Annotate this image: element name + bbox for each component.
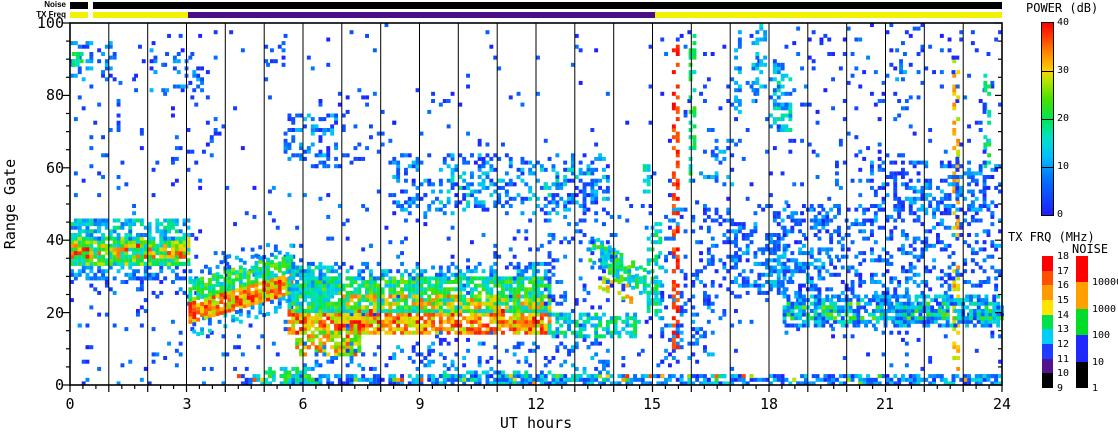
txfrq-scale-value: 16 — [1057, 280, 1070, 292]
x-tick-label-15: 15 — [642, 395, 662, 413]
power-colorbar-title: POWER (dB) — [1026, 1, 1099, 15]
txfrq-scale-value: 10 — [1057, 368, 1070, 380]
y-tick-label-100: 100 — [36, 14, 64, 32]
txfrq-segment — [1042, 300, 1053, 316]
noise-scale-value: 1000 — [1092, 303, 1117, 315]
strip-segment — [70, 2, 89, 9]
txfrq-scale-value: 13 — [1057, 324, 1070, 336]
x-tick-label-9: 9 — [415, 395, 425, 413]
strip-segment — [188, 12, 655, 18]
strip-segment — [70, 12, 89, 18]
y-axis-title: Range Gate — [1, 158, 19, 250]
power-colorbar — [1041, 22, 1054, 216]
power-scale-value: 30 — [1057, 65, 1070, 76]
txfrq-segment — [1042, 329, 1053, 345]
x-tick-label-3: 3 — [182, 395, 192, 413]
noise-segment — [1076, 361, 1088, 389]
txfrq-segment — [1042, 314, 1053, 330]
x-axis-title: UT hours — [499, 414, 573, 432]
txfrq-segment — [1042, 344, 1053, 360]
y-tick-label-20: 20 — [45, 304, 64, 322]
power-scale-value: 10 — [1057, 161, 1070, 172]
noise-strip-bar — [0, 2, 1118, 9]
txfrq-segment — [1042, 256, 1053, 272]
power-scale-value: 40 — [1057, 17, 1070, 28]
power-colorbar-divider — [1042, 119, 1053, 120]
y-tick-label-40: 40 — [45, 231, 64, 249]
txfrq-colorbar — [1042, 256, 1053, 389]
x-tick-label-21: 21 — [875, 395, 895, 413]
txfrq-scale-value: 14 — [1057, 309, 1070, 321]
strip-segment — [92, 12, 188, 18]
y-tick-label-80: 80 — [45, 86, 64, 104]
noise-segment — [1076, 282, 1088, 310]
strip-segment — [654, 12, 1002, 18]
power-scale-value: 0 — [1057, 209, 1064, 220]
noise-scale-value: 10000 — [1092, 277, 1118, 289]
y-tick-label-60: 60 — [45, 159, 64, 177]
txfrq-scale-value: 11 — [1057, 353, 1070, 365]
txfrq-scale-value: 12 — [1057, 339, 1070, 350]
x-tick-label-0: 0 — [65, 395, 75, 413]
power-scale-value: 20 — [1057, 113, 1070, 124]
y-tick-label-0: 0 — [54, 376, 64, 394]
noise-colorbar — [1076, 256, 1088, 389]
txfrq-segment — [1042, 285, 1053, 301]
noise-colorbar-title: NOISE — [1072, 242, 1109, 256]
noise-scale-value: 1 — [1092, 383, 1099, 394]
txfrq-scale-value: 15 — [1057, 295, 1070, 306]
txfreq-strip-label: TX Freq — [36, 10, 66, 19]
txfrq-scale-value: 9 — [1057, 383, 1064, 394]
txfrq-colorbar-title: TX FRQ (MHz) — [1008, 230, 1095, 244]
strip-segment — [92, 2, 1002, 9]
noise-strip-label: Noise — [44, 0, 66, 9]
txfrq-scale-value: 17 — [1057, 265, 1070, 277]
txfrq-segment — [1042, 270, 1053, 286]
x-tick-label-24: 24 — [992, 395, 1012, 413]
power-colorbar-divider — [1042, 167, 1053, 168]
noise-scale-value: 10 — [1092, 356, 1105, 368]
txfrq-segment — [1042, 358, 1053, 374]
txfreq-strip-bar — [0, 12, 1118, 18]
x-tick-label-12: 12 — [526, 395, 546, 413]
power-colorbar-divider — [1042, 71, 1053, 72]
x-tick-label-18: 18 — [759, 395, 779, 413]
noise-segment — [1076, 256, 1088, 283]
noise-segment — [1076, 335, 1088, 363]
noise-scale-value: 100 — [1092, 330, 1111, 342]
txfrq-scale-value: 18 — [1057, 251, 1070, 262]
x-tick-label-6: 6 — [298, 395, 308, 413]
txfrq-segment — [1042, 373, 1053, 389]
noise-segment — [1076, 308, 1088, 336]
